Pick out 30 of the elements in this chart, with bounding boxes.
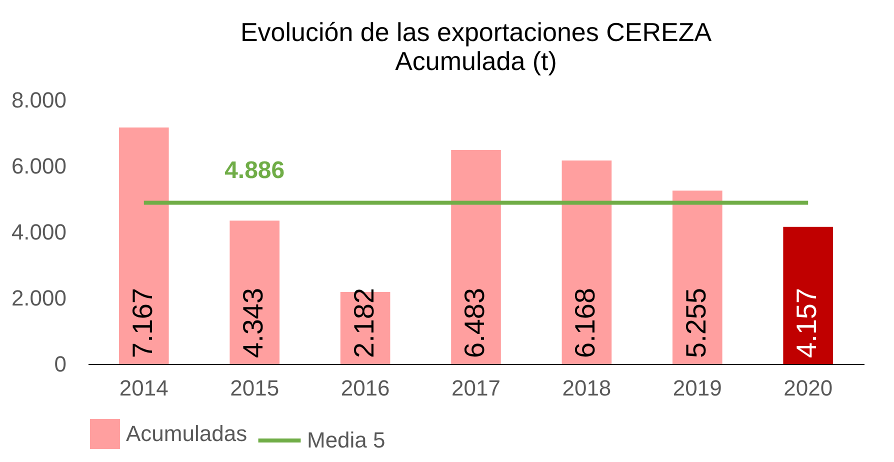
- data-label: 6.483: [459, 288, 490, 358]
- bar: [562, 160, 612, 364]
- bar: [230, 220, 280, 364]
- data-label: 4.343: [238, 288, 269, 358]
- data-label: 7.167: [126, 288, 158, 358]
- y-tick-label: 6.000: [11, 154, 66, 178]
- bar: [451, 150, 501, 364]
- legend-label: Acumuladas: [126, 421, 248, 446]
- x-tick-label: 2020: [784, 376, 833, 400]
- data-label: 6.168: [570, 288, 601, 358]
- y-tick-label: 8.000: [11, 88, 66, 112]
- x-tick-label: 2015: [230, 376, 280, 400]
- y-tick-label: 0: [54, 352, 66, 376]
- x-tick-label: 2018: [562, 376, 612, 400]
- x-tick-label: 2016: [340, 376, 390, 400]
- bar: [118, 127, 169, 364]
- bar: [672, 190, 722, 364]
- legend-label: Media 5: [307, 428, 386, 452]
- y-tick-label: 2.000: [11, 286, 66, 310]
- data-label: 4.886: [224, 156, 285, 184]
- bar: [783, 226, 834, 364]
- data-label: 4.157: [791, 288, 822, 358]
- data-label: 2.182: [348, 288, 380, 358]
- chart-title: Evolución de las exportaciones CEREZA: [240, 17, 712, 47]
- y-tick-label: 4.000: [11, 220, 66, 244]
- x-tick-label: 2019: [672, 376, 722, 400]
- data-label: 5.255: [680, 288, 712, 358]
- x-tick-label: 2017: [452, 376, 500, 400]
- chart-subtitle: Acumulada (t): [395, 46, 557, 76]
- x-tick-label: 2014: [119, 376, 168, 400]
